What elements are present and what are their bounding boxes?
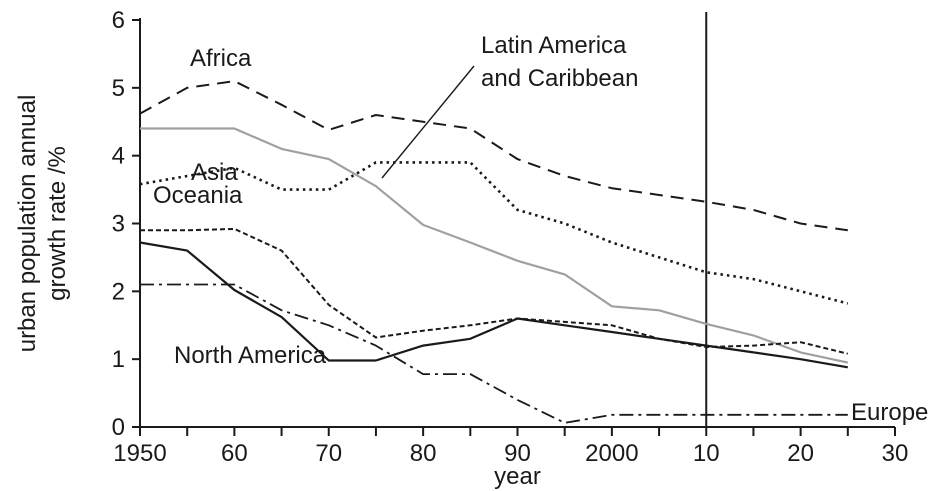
series-line-asia — [139, 161, 849, 305]
x-tick-label: 80 — [410, 440, 437, 467]
y-axis-title: urban population annual growth rate /% — [14, 95, 71, 353]
label-north-america: North America — [174, 342, 327, 369]
x-axis-title: year — [494, 463, 541, 490]
x-tick-label: 10 — [693, 440, 720, 467]
x-tick-label: 60 — [221, 440, 248, 467]
x-tick-label: 30 — [882, 440, 909, 467]
axes: 0 1 2 3 4 5 6 1950 60 70 80 90 2000 10 20 30 year urban p… — [14, 7, 908, 490]
series-labels: Africa Latin America and Caribbean Asia … — [153, 32, 928, 426]
series-layer — [139, 80, 849, 424]
y-tick-label: 4 — [112, 143, 125, 170]
y-tick-label: 1 — [112, 346, 125, 373]
series-line-latin-america-and-caribbean — [140, 127, 849, 364]
y-tick-label: 2 — [112, 278, 125, 305]
label-europe: Europe — [851, 399, 928, 426]
x-tick-label: 2000 — [585, 440, 638, 467]
label-africa: Africa — [190, 45, 252, 72]
x-tick-label: 90 — [504, 440, 531, 467]
series-line-europe — [140, 283, 848, 424]
label-asia: Asia — [191, 159, 238, 186]
y-axis-title-line: growth rate /% — [44, 146, 71, 301]
x-tick-label: 20 — [787, 440, 814, 467]
y-tick-label: 6 — [112, 7, 125, 34]
latin-america-leader-line — [381, 65, 475, 179]
label-latin-america-line1: Latin America — [481, 32, 627, 59]
series-line-north-america — [139, 241, 848, 369]
y-axis-title-line: urban population annual — [14, 95, 41, 353]
label-latin-america-line2: and Caribbean — [481, 65, 638, 92]
y-tick-label: 5 — [112, 75, 125, 102]
y-tick-label: 3 — [112, 211, 125, 238]
x-tick-label: 70 — [315, 440, 342, 467]
label-oceania: Oceania — [153, 182, 243, 209]
y-tick-label: 0 — [112, 414, 125, 441]
series-line-oceania — [140, 227, 849, 355]
series-line-africa — [139, 80, 848, 232]
x-tick-label: 1950 — [113, 440, 166, 467]
